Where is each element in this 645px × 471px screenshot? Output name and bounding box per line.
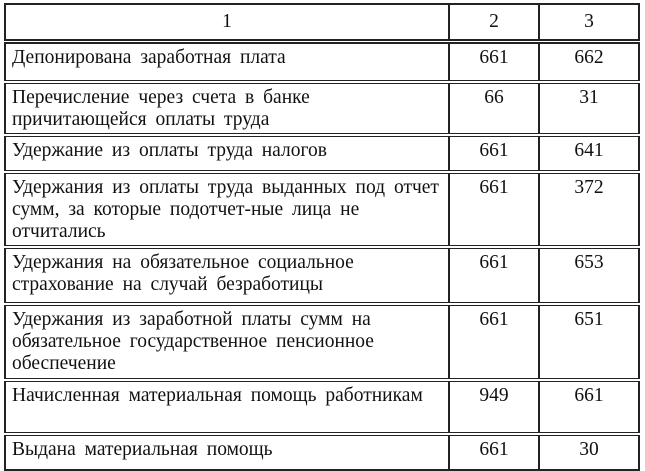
row-description: Перечисление через счета в банке причита… — [4, 80, 450, 136]
header-col-2: 2 — [448, 3, 540, 43]
table-row: Начисленная материальная помощь работник… — [4, 378, 640, 435]
table-row: Удержания на обязательное социальное стр… — [4, 245, 640, 305]
row-description: Удержания на обязательное социальное стр… — [4, 245, 450, 305]
row-description: Удержания из заработной платы сумм на об… — [4, 302, 450, 381]
row-description: Выдана материальная помощь — [4, 432, 450, 471]
row-description: Удержание из оплаты труда налогов — [4, 133, 450, 173]
table-row: Перечисление через счета в банке причита… — [4, 80, 640, 136]
row-description: Удержания из оплаты труда выданных под о… — [4, 170, 450, 248]
table-row: Удержание из оплаты труда налогов 661 64… — [4, 133, 640, 173]
row-debit: 661 — [448, 40, 540, 83]
row-debit: 661 — [448, 432, 540, 471]
accounting-entries-table: 1 2 3 Депонирована заработная плата 661 … — [4, 3, 640, 471]
header-col-3: 3 — [538, 3, 640, 43]
row-credit: 661 — [538, 378, 640, 435]
row-debit: 661 — [448, 302, 540, 381]
row-credit: 662 — [538, 40, 640, 83]
row-debit: 949 — [448, 378, 540, 435]
table-row: Выдана материальная помощь 661 30 — [4, 432, 640, 471]
table-row: Удержания из оплаты труда выданных под о… — [4, 170, 640, 248]
row-debit: 661 — [448, 133, 540, 173]
table-row: Депонирована заработная плата 661 662 — [4, 40, 640, 83]
header-row: 1 2 3 — [4, 3, 640, 43]
row-credit: 30 — [538, 432, 640, 471]
row-description: Начисленная материальная помощь работник… — [4, 378, 450, 435]
header-col-1: 1 — [4, 3, 450, 43]
table-row: Удержания из заработной платы сумм на об… — [4, 302, 640, 381]
row-description: Депонирована заработная плата — [4, 40, 450, 83]
row-credit: 372 — [538, 170, 640, 248]
row-credit: 641 — [538, 133, 640, 173]
row-credit: 651 — [538, 302, 640, 381]
row-credit: 653 — [538, 245, 640, 305]
row-debit: 661 — [448, 245, 540, 305]
row-debit: 661 — [448, 170, 540, 248]
row-debit: 66 — [448, 80, 540, 136]
row-credit: 31 — [538, 80, 640, 136]
